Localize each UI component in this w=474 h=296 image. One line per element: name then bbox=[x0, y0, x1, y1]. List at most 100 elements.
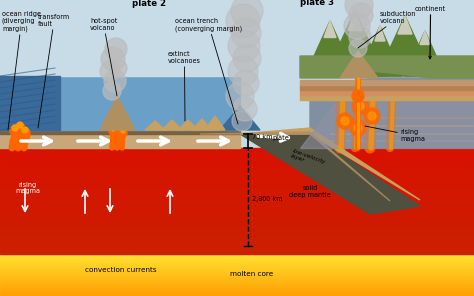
Bar bbox=[0, 185, 474, 186]
Bar bbox=[0, 206, 474, 207]
Circle shape bbox=[109, 59, 127, 77]
Polygon shape bbox=[0, 76, 240, 130]
Bar bbox=[0, 244, 474, 245]
Circle shape bbox=[226, 82, 254, 110]
Bar bbox=[0, 169, 474, 170]
Polygon shape bbox=[205, 119, 225, 130]
Circle shape bbox=[231, 18, 261, 48]
Polygon shape bbox=[192, 116, 212, 130]
Bar bbox=[0, 180, 474, 181]
Circle shape bbox=[226, 4, 260, 38]
Polygon shape bbox=[405, 31, 445, 76]
Bar bbox=[0, 285, 474, 286]
Bar bbox=[0, 210, 474, 211]
Bar bbox=[0, 200, 474, 201]
Circle shape bbox=[113, 122, 117, 126]
Bar bbox=[0, 217, 474, 218]
Bar bbox=[0, 188, 474, 189]
Bar bbox=[0, 166, 474, 167]
Circle shape bbox=[349, 39, 367, 57]
Text: 2,800 km: 2,800 km bbox=[252, 196, 283, 202]
Bar bbox=[0, 273, 474, 274]
Circle shape bbox=[111, 122, 119, 130]
Circle shape bbox=[10, 126, 20, 136]
Circle shape bbox=[15, 123, 25, 133]
Bar bbox=[0, 261, 474, 262]
Bar bbox=[0, 263, 474, 264]
Bar bbox=[0, 292, 474, 293]
Bar bbox=[0, 178, 474, 179]
Polygon shape bbox=[377, 16, 433, 76]
Bar bbox=[0, 201, 474, 202]
Circle shape bbox=[103, 82, 121, 100]
Bar bbox=[0, 228, 474, 229]
Bar bbox=[0, 184, 474, 185]
Bar bbox=[0, 190, 474, 191]
Bar bbox=[0, 288, 474, 289]
Bar bbox=[0, 130, 240, 134]
Circle shape bbox=[341, 117, 349, 125]
Polygon shape bbox=[145, 120, 165, 130]
Circle shape bbox=[352, 90, 364, 102]
Bar bbox=[0, 238, 474, 239]
Circle shape bbox=[352, 98, 368, 114]
Text: rising
magma: rising magma bbox=[16, 181, 40, 194]
Bar bbox=[0, 247, 474, 248]
Circle shape bbox=[228, 30, 260, 62]
Bar bbox=[0, 181, 474, 182]
Bar bbox=[0, 187, 474, 188]
Circle shape bbox=[114, 124, 122, 132]
Bar bbox=[0, 189, 474, 190]
Bar bbox=[0, 194, 474, 195]
Bar bbox=[0, 280, 474, 281]
Bar bbox=[0, 262, 474, 263]
Polygon shape bbox=[0, 76, 60, 130]
Bar bbox=[0, 0, 474, 76]
Bar bbox=[0, 168, 474, 169]
Text: hot-spot
volcano: hot-spot volcano bbox=[90, 18, 118, 96]
Bar bbox=[0, 232, 474, 233]
Bar bbox=[0, 251, 474, 252]
Bar bbox=[0, 269, 474, 270]
Bar bbox=[0, 275, 474, 276]
Bar bbox=[0, 213, 474, 214]
Bar bbox=[0, 279, 474, 280]
Bar bbox=[0, 290, 474, 291]
Bar bbox=[0, 164, 474, 165]
Bar bbox=[0, 255, 474, 256]
Bar bbox=[0, 218, 474, 219]
Bar bbox=[0, 224, 474, 225]
Polygon shape bbox=[324, 21, 336, 38]
Bar bbox=[0, 196, 474, 197]
Circle shape bbox=[109, 127, 117, 135]
Text: transform
fault: transform fault bbox=[38, 14, 70, 128]
Text: ocean ridge
(diverging
margin): ocean ridge (diverging margin) bbox=[2, 11, 41, 130]
Bar bbox=[0, 249, 474, 250]
Polygon shape bbox=[100, 96, 135, 130]
Circle shape bbox=[337, 113, 353, 129]
Circle shape bbox=[20, 128, 30, 138]
Circle shape bbox=[105, 38, 127, 60]
Bar bbox=[0, 193, 474, 194]
Bar bbox=[0, 284, 474, 285]
Bar bbox=[0, 171, 474, 172]
Circle shape bbox=[22, 127, 28, 133]
Bar bbox=[0, 177, 474, 178]
Text: plate: plate bbox=[272, 135, 289, 141]
Polygon shape bbox=[300, 90, 474, 95]
Polygon shape bbox=[300, 96, 474, 148]
Circle shape bbox=[228, 56, 258, 86]
Circle shape bbox=[100, 61, 120, 81]
Bar bbox=[0, 155, 474, 156]
Bar bbox=[0, 204, 474, 205]
Text: plate 2: plate 2 bbox=[132, 0, 166, 8]
Text: low-velocity
layer: low-velocity layer bbox=[290, 148, 327, 170]
Bar bbox=[0, 286, 474, 287]
Bar bbox=[0, 207, 474, 208]
Bar bbox=[0, 236, 474, 237]
Bar bbox=[0, 241, 474, 242]
Bar bbox=[0, 253, 474, 254]
Polygon shape bbox=[348, 11, 362, 30]
Circle shape bbox=[364, 108, 380, 124]
Bar bbox=[0, 161, 474, 162]
